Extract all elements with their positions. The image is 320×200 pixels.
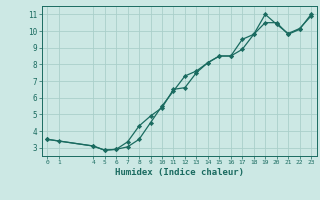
- X-axis label: Humidex (Indice chaleur): Humidex (Indice chaleur): [115, 168, 244, 177]
